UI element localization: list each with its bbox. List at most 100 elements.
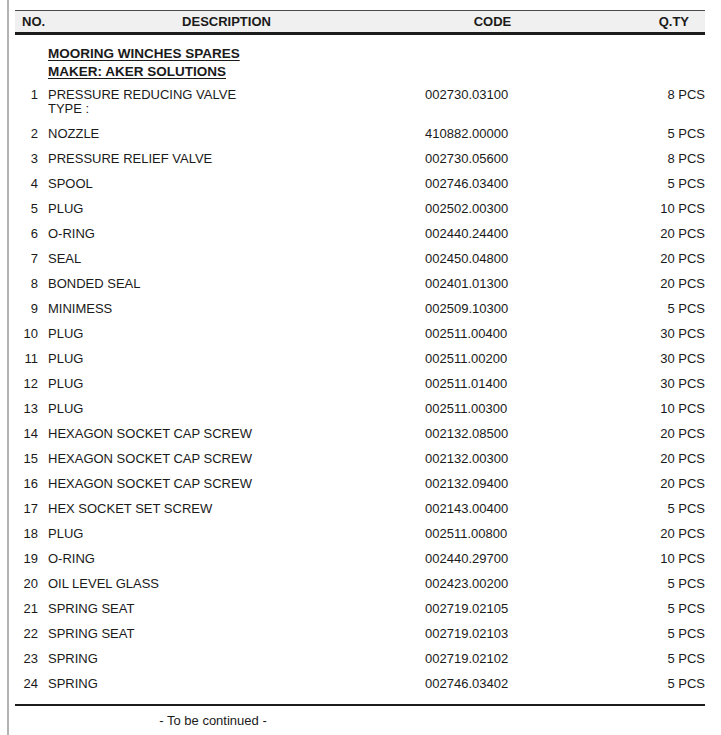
row-no: 11 [15, 352, 38, 366]
row-code: 002511.00300 [415, 402, 570, 416]
row-description: HEXAGON SOCKET CAP SCREW [38, 452, 415, 466]
row-description: O-RING [38, 227, 415, 241]
row-code: 002746.03400 [415, 177, 570, 191]
row-code: 410882.00000 [415, 127, 570, 141]
row-description: MINIMESS [38, 302, 415, 316]
row-qty: 5 PCS [570, 177, 705, 191]
table-row: 20 OIL LEVEL GLASS 002423.00200 5 PCS [15, 577, 705, 602]
row-no: 16 [15, 477, 38, 491]
row-description: BONDED SEAL [38, 277, 415, 291]
table-row: 24 SPRING 002746.03402 5 PCS [15, 677, 705, 702]
row-description: PLUG [38, 402, 415, 416]
column-header-description: DESCRIPTION [38, 15, 415, 29]
row-description: PLUG [38, 527, 415, 541]
continuation-note: - To be continued - [15, 706, 411, 728]
row-description: O-RING [38, 552, 415, 566]
table-row: 22 SPRING SEAT 002719.02103 5 PCS [15, 627, 705, 652]
column-header-code: CODE [415, 15, 570, 29]
row-no: 15 [15, 452, 38, 466]
row-no: 20 [15, 577, 38, 591]
row-no: 5 [15, 202, 38, 216]
row-no: 24 [15, 677, 38, 691]
section-title: MOORING WINCHES SPARES [48, 45, 705, 63]
row-qty: 8 PCS [570, 152, 705, 166]
row-description: PLUG [38, 202, 415, 216]
row-code: 002132.09400 [415, 477, 570, 491]
row-description: PLUG [38, 352, 415, 366]
row-qty: 20 PCS [570, 227, 705, 241]
row-code: 002401.01300 [415, 277, 570, 291]
row-qty: 20 PCS [570, 427, 705, 441]
row-qty: 10 PCS [570, 552, 705, 566]
parts-table: NO. DESCRIPTION CODE Q.TY MOORING WINCHE… [15, 10, 705, 728]
parts-list-page: NO. DESCRIPTION CODE Q.TY MOORING WINCHE… [0, 0, 721, 735]
row-description: SPRING SEAT [38, 627, 415, 641]
row-description: SPRING SEAT [38, 602, 415, 616]
row-description: SPRING [38, 677, 415, 691]
row-description: PLUG [38, 377, 415, 391]
row-no: 19 [15, 552, 38, 566]
table-header-row: NO. DESCRIPTION CODE Q.TY [15, 10, 705, 35]
row-qty: 5 PCS [570, 627, 705, 641]
row-qty: 5 PCS [570, 302, 705, 316]
table-row: 4 SPOOL 002746.03400 5 PCS [15, 177, 705, 202]
row-no: 17 [15, 502, 38, 516]
table-row: 19 O-RING 002440.29700 10 PCS [15, 552, 705, 577]
table-row: 9 MINIMESS 002509.10300 5 PCS [15, 302, 705, 327]
page-left-edge [7, 0, 9, 735]
row-description: PRESSURE REDUCING VALVETYPE : [38, 88, 415, 116]
table-row: 12 PLUG 002511.01400 30 PCS [15, 377, 705, 402]
table-row: 7 SEAL 002450.04800 20 PCS [15, 252, 705, 277]
row-no: 18 [15, 527, 38, 541]
table-row: 1 PRESSURE REDUCING VALVETYPE : 002730.0… [15, 88, 705, 127]
table-row: 17 HEX SOCKET SET SCREW 002143.00400 5 P… [15, 502, 705, 527]
row-qty: 5 PCS [570, 677, 705, 691]
row-description: PRESSURE RELIEF VALVE [38, 152, 415, 166]
row-code: 002511.00800 [415, 527, 570, 541]
row-description: HEX SOCKET SET SCREW [38, 502, 415, 516]
row-description: SEAL [38, 252, 415, 266]
table-row: 10 PLUG 002511.00400 30 PCS [15, 327, 705, 352]
row-qty: 5 PCS [570, 502, 705, 516]
row-no: 13 [15, 402, 38, 416]
row-qty: 5 PCS [570, 602, 705, 616]
row-qty: 5 PCS [570, 652, 705, 666]
row-no: 12 [15, 377, 38, 391]
row-description: SPRING [38, 652, 415, 666]
row-no: 2 [15, 127, 38, 141]
table-row: 2 NOZZLE 410882.00000 5 PCS [15, 127, 705, 152]
row-qty: 10 PCS [570, 402, 705, 416]
section-maker-title: MAKER: AKER SOLUTIONS [48, 63, 705, 81]
column-header-qty: Q.TY [570, 15, 705, 29]
row-code: 002511.00400 [415, 327, 570, 341]
row-code: 002511.01400 [415, 377, 570, 391]
table-row: 18 PLUG 002511.00800 20 PCS [15, 527, 705, 552]
table-row: 11 PLUG 002511.00200 30 PCS [15, 352, 705, 377]
table-row: 13 PLUG 002511.00300 10 PCS [15, 402, 705, 427]
table-row: 16 HEXAGON SOCKET CAP SCREW 002132.09400… [15, 477, 705, 502]
row-qty: 30 PCS [570, 377, 705, 391]
row-no: 8 [15, 277, 38, 291]
row-qty: 8 PCS [570, 88, 705, 116]
table-row: 15 HEXAGON SOCKET CAP SCREW 002132.00300… [15, 452, 705, 477]
table-row: 6 O-RING 002440.24400 20 PCS [15, 227, 705, 252]
table-row: 21 SPRING SEAT 002719.02105 5 PCS [15, 602, 705, 627]
table-row: 3 PRESSURE RELIEF VALVE 002730.05600 8 P… [15, 152, 705, 177]
table-row: 14 HEXAGON SOCKET CAP SCREW 002132.08500… [15, 427, 705, 452]
row-no: 7 [15, 252, 38, 266]
row-qty: 30 PCS [570, 327, 705, 341]
row-no: 4 [15, 177, 38, 191]
row-qty: 5 PCS [570, 127, 705, 141]
row-no: 22 [15, 627, 38, 641]
row-code: 002132.08500 [415, 427, 570, 441]
row-description: HEXAGON SOCKET CAP SCREW [38, 427, 415, 441]
row-code: 002509.10300 [415, 302, 570, 316]
row-description: PLUG [38, 327, 415, 341]
row-no: 6 [15, 227, 38, 241]
row-no: 9 [15, 302, 38, 316]
row-code: 002132.00300 [415, 452, 570, 466]
row-qty: 20 PCS [570, 527, 705, 541]
row-code: 002450.04800 [415, 252, 570, 266]
row-no: 21 [15, 602, 38, 616]
row-code: 002440.24400 [415, 227, 570, 241]
